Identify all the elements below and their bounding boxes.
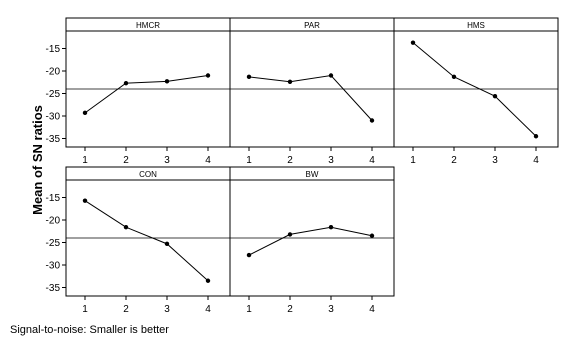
panel-frame: [229, 166, 395, 297]
data-point: [82, 110, 88, 116]
y-tick-label: -35: [46, 283, 61, 294]
data-point: [451, 74, 457, 80]
y-tick-label: -20: [46, 67, 61, 78]
data-point: [287, 79, 293, 85]
x-tick-label: 4: [205, 304, 211, 315]
x-tick-label: 2: [287, 304, 293, 315]
data-point: [123, 225, 129, 230]
series-line: [412, 42, 537, 137]
x-tick-label: 1: [82, 304, 88, 315]
y-tick-label: -35: [46, 134, 61, 145]
panel-title: HMS: [467, 21, 485, 30]
panel-par: PAR 1 2 3 4: [229, 17, 395, 166]
x-tick-label: 2: [287, 155, 293, 166]
data-point: [369, 233, 375, 238]
panel-con: CON -15 -20 -25 -30 -35 1 2 3 4: [46, 166, 231, 315]
data-point: [287, 232, 293, 237]
y-tick-label: -20: [46, 216, 61, 227]
data-point: [82, 198, 88, 203]
data-point: [246, 252, 252, 258]
y-tick-label: -30: [46, 112, 61, 123]
x-tick-label: 4: [205, 155, 211, 166]
panel-hmcr: HMCR -15 -20 -25 -30 -35 1 2 3 4: [46, 17, 231, 166]
x-tick-label: 3: [492, 155, 498, 166]
panel-title: HMCR: [136, 21, 160, 30]
panel-hms: HMS 1 2 3 4: [393, 17, 559, 166]
y-tick-label: -25: [46, 89, 61, 100]
series-line: [84, 200, 209, 282]
series-line: [248, 226, 373, 256]
x-tick-label: 1: [410, 155, 416, 166]
x-tick-label: 4: [369, 155, 375, 166]
x-tick-label: 1: [246, 304, 252, 315]
y-tick-label: -15: [46, 44, 61, 55]
x-tick-label: 4: [533, 155, 539, 166]
x-tick-label: 1: [246, 155, 252, 166]
data-point: [328, 73, 334, 78]
data-point: [164, 79, 170, 84]
data-point: [164, 241, 170, 247]
x-tick-label: 3: [328, 155, 334, 166]
x-tick-label: 2: [123, 155, 129, 166]
x-tick-label: 1: [82, 155, 88, 166]
panel-frame: [65, 166, 231, 297]
panel-frame: [229, 17, 395, 148]
x-tick-label: 2: [451, 155, 457, 166]
data-point: [246, 74, 252, 80]
panel-title: CON: [139, 170, 157, 179]
data-point: [492, 94, 498, 99]
y-tick-label: -25: [46, 238, 61, 249]
data-point: [205, 73, 211, 78]
data-point: [533, 134, 539, 139]
data-point: [205, 278, 211, 283]
series-line: [84, 75, 209, 114]
panel-title: PAR: [304, 21, 320, 30]
series-line: [248, 74, 373, 121]
data-point: [328, 225, 334, 230]
panel-title: BW: [306, 170, 319, 179]
x-tick-label: 4: [369, 304, 375, 315]
footer-note: Signal-to-noise: Smaller is better: [10, 324, 169, 336]
x-tick-label: 2: [123, 304, 129, 315]
panel-frame: [393, 17, 559, 148]
y-axis-label: Mean of SN ratios: [30, 105, 45, 215]
data-point: [369, 118, 375, 123]
x-tick-label: 3: [328, 304, 334, 315]
x-tick-label: 3: [164, 155, 170, 166]
data-point: [410, 40, 416, 45]
panel-bw: BW 1 2 3 4: [229, 166, 395, 315]
y-tick-label: -30: [46, 261, 61, 272]
data-point: [123, 80, 129, 86]
x-tick-label: 3: [164, 304, 170, 315]
y-tick-label: -15: [46, 193, 61, 204]
